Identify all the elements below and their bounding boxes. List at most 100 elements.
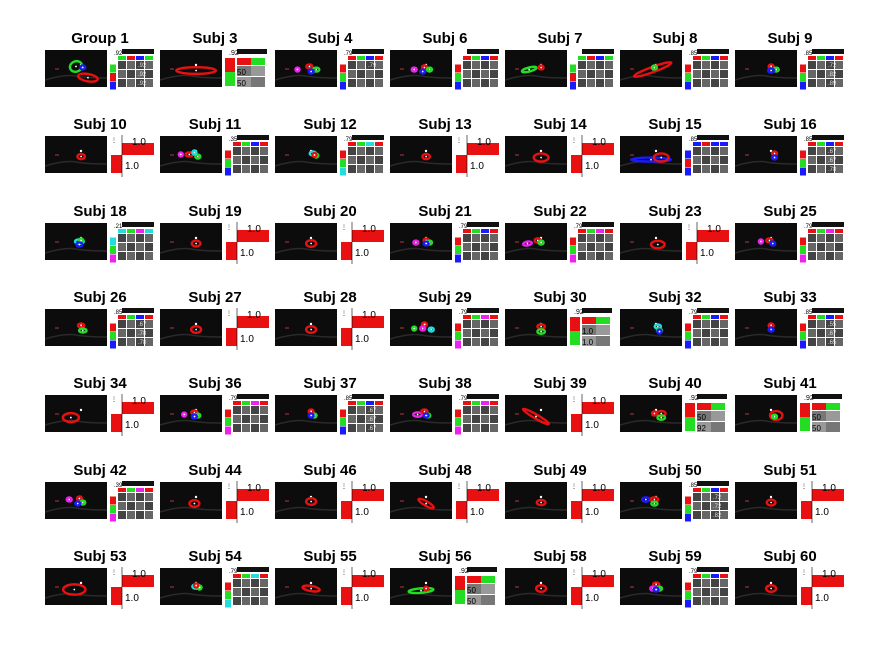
matrix-row-color xyxy=(685,487,691,496)
subject-panel: Subj 4 .79 .79 xyxy=(274,30,386,110)
scene-road xyxy=(735,333,797,340)
fixation-ellipse-outline xyxy=(189,324,203,334)
matrix-cell xyxy=(693,337,701,346)
transition-matrix: 1.0 1.0 ⋮ xyxy=(686,221,729,264)
fixation-ellipse-outline xyxy=(417,497,435,509)
matrix-cell xyxy=(711,70,719,78)
subject-panel: Subj 50 .85 .72 .72 .82 xyxy=(619,462,731,542)
matrix-row-color xyxy=(800,314,806,323)
scene-background xyxy=(390,481,452,519)
scene-light xyxy=(424,581,428,584)
matrix-cell xyxy=(711,422,725,433)
fixation-center-dot xyxy=(653,502,656,504)
fixation-ellipse-outline xyxy=(764,583,778,593)
subject-panel: Subj 37 .85 .67 .67 .67 xyxy=(274,375,386,455)
fixation-ellipse-outline xyxy=(767,326,775,333)
matrix-column-color xyxy=(145,314,153,319)
matrix-value-top: 1.0 xyxy=(477,137,491,148)
transition-matrix: .92 50 50 xyxy=(455,566,497,606)
matrix-cell xyxy=(233,165,241,174)
matrix-cell xyxy=(693,156,701,165)
matrix-cell xyxy=(817,61,825,69)
matrix-cell-top xyxy=(697,229,729,242)
scene-image xyxy=(735,567,797,605)
fixation-ellipse-outline xyxy=(768,410,784,422)
scene-background xyxy=(390,222,452,260)
transition-matrix: 1.0 1.0 ⋮ xyxy=(801,480,844,523)
matrix-cell xyxy=(693,79,701,87)
matrix-cell xyxy=(375,147,383,156)
matrix-column-color xyxy=(817,142,825,147)
matrix-cell-top xyxy=(467,488,499,501)
fixation-ellipse-outline xyxy=(74,499,82,507)
scene-image xyxy=(505,136,567,174)
matrix-row-color xyxy=(685,513,691,521)
scene-light xyxy=(309,236,313,239)
transition-matrix: 1.0 1.0 ⋮ xyxy=(226,221,269,264)
transition-matrix: 1.0 1.0 ⋮ xyxy=(111,135,154,178)
matrix-cell xyxy=(711,61,719,69)
fixation-center-dot xyxy=(655,583,658,586)
matrix-row-color xyxy=(110,513,116,521)
matrix-row-color xyxy=(225,167,231,176)
panel-title: Subj 23 xyxy=(648,202,702,220)
matrix-column-color xyxy=(481,575,495,583)
fixation-center-dot xyxy=(425,502,428,504)
matrix-cell xyxy=(808,337,816,346)
matrix-column-color xyxy=(808,314,816,319)
matrix-cell xyxy=(835,242,843,251)
fixation-ellipse-outline xyxy=(301,584,321,593)
matrix-value-top: .92 xyxy=(804,395,814,402)
scene-image xyxy=(735,50,797,87)
matrix-cell xyxy=(136,61,144,69)
matrix-cell-value: .67 xyxy=(368,426,377,432)
matrix-row-color xyxy=(340,64,346,73)
matrix-row-color xyxy=(570,64,576,73)
matrix-value-top: 1.0 xyxy=(132,396,146,407)
matrix-value-a: 50 xyxy=(237,68,246,77)
panel-title: Subj 13 xyxy=(418,116,472,134)
matrix-cell xyxy=(605,70,613,78)
scene-road xyxy=(620,419,682,426)
scene-light xyxy=(79,581,83,584)
matrix-value-a: 50 xyxy=(812,413,821,422)
matrix-cell xyxy=(233,147,241,156)
fixation-ellipse xyxy=(520,65,538,74)
fixation-ellipse xyxy=(425,66,434,73)
matrix-cell xyxy=(136,251,144,260)
matrix-cell xyxy=(481,328,489,337)
matrix-column-color xyxy=(808,142,816,147)
transition-matrix: .85 .67 .78 .78 xyxy=(110,307,154,349)
matrix-value-bottom: 1.0 xyxy=(355,334,369,345)
matrix-cell xyxy=(835,328,843,337)
matrix-label: ⋮ xyxy=(456,484,462,490)
panel-title: Subj 19 xyxy=(188,202,242,220)
matrix-label: ⋮ xyxy=(341,570,347,576)
matrix-cell xyxy=(711,596,719,605)
scene-background xyxy=(620,222,682,260)
fixation-ellipse xyxy=(304,324,318,334)
matrix-header-bar xyxy=(812,221,844,227)
matrix-cell-top xyxy=(352,315,384,328)
matrix-label: ⋮ xyxy=(341,225,347,231)
fixation-ellipse xyxy=(650,64,659,71)
matrix-cell xyxy=(808,319,816,328)
matrix-cell xyxy=(251,147,259,156)
panel-title: Subj 29 xyxy=(418,288,472,306)
panel-title: Subj 40 xyxy=(648,375,702,393)
matrix-row-color xyxy=(800,237,806,246)
matrix-cell-left xyxy=(801,586,812,605)
fixation-center-dot xyxy=(80,155,83,158)
subject-panel: Subj 3 .92 50 50 xyxy=(159,30,271,110)
matrix-cell xyxy=(472,70,480,78)
matrix-cell xyxy=(587,61,595,69)
fixation-center-dot xyxy=(660,416,663,419)
scene-road xyxy=(45,161,107,168)
matrix-row-color xyxy=(800,331,806,340)
scene-image xyxy=(390,222,452,260)
transition-matrix: .79 xyxy=(800,221,844,263)
fixation-ellipse xyxy=(177,151,184,158)
panel-title: Subj 27 xyxy=(188,288,242,306)
matrix-cell-left xyxy=(226,241,237,260)
subject-panel: Subj 54 .79 xyxy=(159,548,271,628)
